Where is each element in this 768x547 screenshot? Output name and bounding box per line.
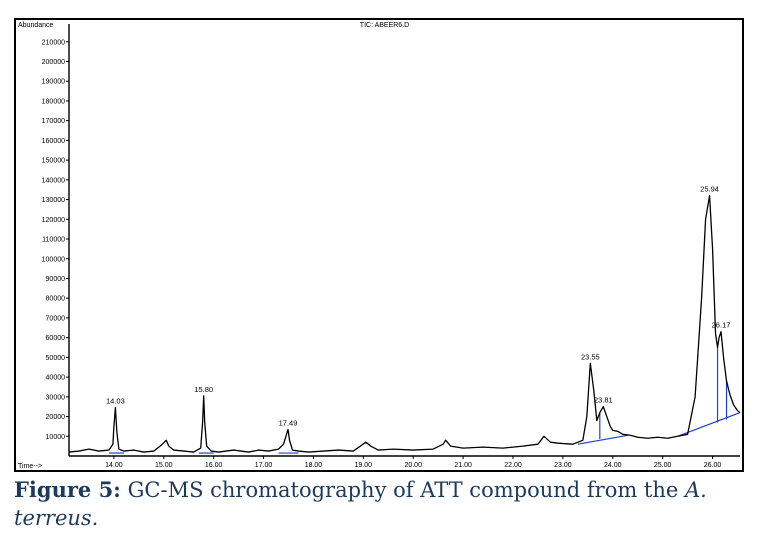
- x-tick-label: 14.00: [105, 462, 123, 469]
- y-tick-label: 70000: [46, 315, 66, 322]
- y-tick-label: 100000: [42, 256, 65, 263]
- y-tick-label: 160000: [42, 138, 65, 145]
- x-tick-label: 26.00: [704, 462, 722, 469]
- y-axis-label: Abundance: [18, 22, 54, 29]
- x-tick-label: 20.00: [404, 462, 422, 469]
- y-tick-label: 120000: [42, 217, 65, 224]
- chart-svg: 10000 20000 30000 40000 50000 60000 70000 80000…: [16, 20, 742, 470]
- caption-text: GC-MS chromatography of ATT compound fro…: [120, 478, 685, 502]
- x-tick-label: 23.00: [554, 462, 572, 469]
- x-tick-label: 19.00: [355, 462, 373, 469]
- x-tick-label: 22.00: [504, 462, 522, 469]
- y-tick-label: 190000: [42, 79, 65, 86]
- x-tick-label: 25.00: [654, 462, 672, 469]
- y-tick-label: 130000: [42, 197, 65, 204]
- y-tick-label: 40000: [46, 375, 66, 382]
- x-tick-label: 17.00: [255, 462, 273, 469]
- chromatogram-chart: 10000 20000 30000 40000 50000 60000 70000 80000…: [14, 18, 744, 472]
- peak-label: 17.49: [279, 418, 298, 427]
- x-tick-label: 21.00: [454, 462, 472, 469]
- y-tick-label: 150000: [42, 158, 65, 165]
- y-tick-label: 210000: [42, 39, 65, 46]
- peak-label: 26.17: [712, 321, 731, 330]
- x-tick-label: 15.00: [155, 462, 173, 469]
- y-tick-label: 200000: [42, 59, 65, 66]
- peak-label: 15.80: [194, 385, 213, 394]
- y-tick-label: 20000: [46, 414, 66, 421]
- y-tick-label: 140000: [42, 177, 65, 184]
- peak-label: 23.55: [581, 352, 600, 361]
- caption-label: Figure 5:: [14, 477, 121, 502]
- y-tick-label: 180000: [42, 98, 65, 105]
- y-tick-label: 170000: [42, 118, 65, 125]
- y-tick-label: 80000: [46, 296, 66, 303]
- chart-title: TIC: ABEER6.D: [360, 22, 409, 29]
- y-tick-label: 110000: [42, 237, 65, 244]
- y-tick-label: 50000: [46, 355, 66, 362]
- peak-label: 25.94: [700, 185, 719, 194]
- caption-species: A. terreus.: [14, 478, 707, 530]
- peak-label: 23.81: [594, 396, 613, 405]
- tic-trace-0: [68, 194, 741, 453]
- x-tick-label: 16.00: [205, 462, 223, 469]
- y-tick-label: 60000: [46, 335, 66, 342]
- baseline-23-55: [577, 434, 628, 445]
- x-axis-label: Time-->: [18, 463, 42, 470]
- y-tick-label: 90000: [46, 276, 66, 283]
- y-tick-label: 30000: [46, 394, 66, 401]
- figure-caption: Figure 5: GC-MS chromatography of ATT co…: [14, 476, 762, 532]
- peak-label: 14.03: [106, 397, 125, 406]
- x-tick-label: 18.00: [305, 462, 323, 469]
- plot-background: [16, 20, 742, 470]
- x-tick-label: 24.00: [604, 462, 622, 469]
- y-tick-label: 10000: [46, 434, 66, 441]
